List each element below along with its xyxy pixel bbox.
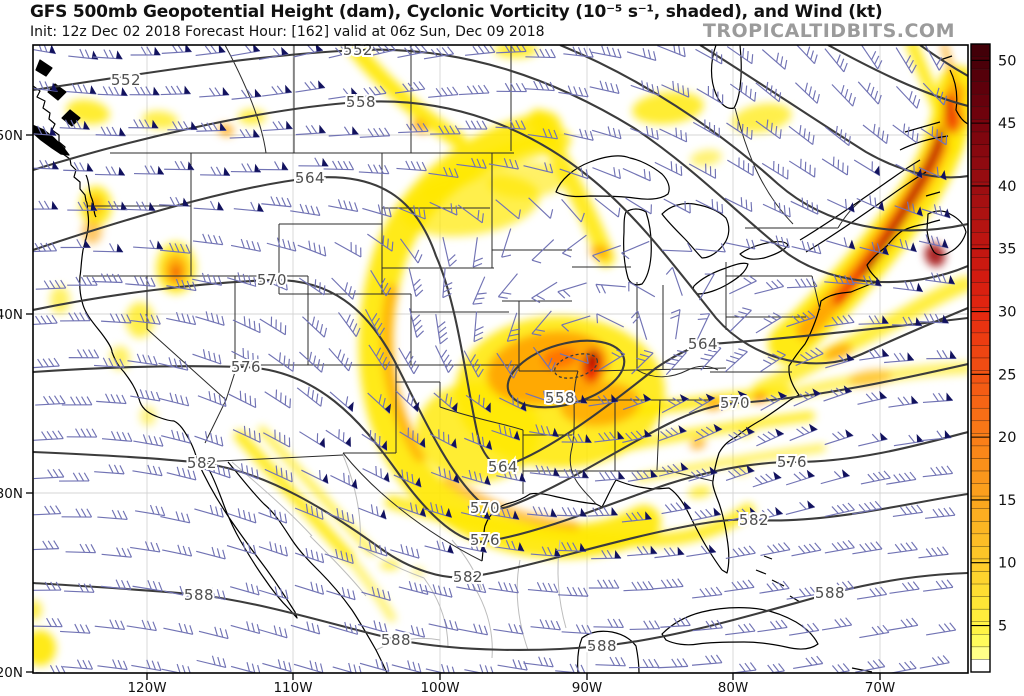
lon-tick-label: 120W (127, 680, 166, 696)
contour-label: 582 (739, 511, 769, 529)
contour-label: 582 (453, 568, 483, 586)
contour-label: 564 (688, 335, 718, 353)
lat-tick-label: 30N (0, 486, 23, 502)
colorbar-tick-label: 20 (998, 430, 1016, 446)
map-frame (32, 44, 969, 674)
contour-label: 576 (777, 453, 807, 471)
contour-label: 558 (346, 93, 376, 111)
chart-title: GFS 500mb Geopotential Height (dam), Cyc… (30, 2, 883, 22)
colorbar: 50 45 40 35 30 25 20 15 10 5 (970, 43, 1016, 673)
chart-subtitle: Init: 12z Dec 02 2018 Forecast Hour: [16… (30, 24, 545, 40)
contour-label: 576 (231, 358, 261, 376)
contour-labels: 552 552 558 564 570 576 582 588 558 564 570 576 582 5… (109, 39, 847, 657)
contour-label: 564 (488, 458, 518, 476)
colorbar-tick-label: 40 (998, 179, 1016, 195)
lat-tick-label: 50N (0, 128, 23, 144)
watermark: TROPICALTIDBITS.COM (702, 20, 955, 42)
colorbar-tick-label: 30 (998, 305, 1016, 321)
colorbar-tick-label: 10 (998, 556, 1016, 572)
contour-label: 570 (257, 271, 287, 289)
axis-labels: 50N 40N 30N 20N 120W 110W 100W 90W 80W 70W (0, 128, 895, 696)
height-contours (33, 45, 968, 651)
graticule (33, 45, 968, 673)
colorbar-tick-label: 25 (998, 367, 1016, 383)
contour-label: 588 (587, 637, 617, 655)
contour-label: 570 (470, 499, 500, 517)
lon-tick-label: 70W (865, 680, 896, 696)
lon-tick-label: 100W (420, 680, 459, 696)
contour-label: 558 (545, 389, 575, 407)
wind-barbs (33, 45, 957, 673)
colorbar-tick-label: 50 (998, 53, 1016, 69)
contour-label: 588 (184, 586, 214, 604)
contour-label: 564 (295, 169, 325, 187)
lat-tick-label: 40N (0, 307, 23, 323)
colorbar-tick-label: 45 (998, 116, 1016, 132)
contour-label: 552 (343, 41, 373, 59)
lat-tick-label: 20N (0, 665, 23, 681)
lon-tick-label: 110W (273, 680, 312, 696)
contour-label: 552 (111, 71, 141, 89)
colorbar-tick-label: 35 (998, 242, 1016, 258)
contour-label: 582 (187, 454, 217, 472)
contour-label: 570 (720, 394, 750, 412)
colorbar-tick-label: 15 (998, 493, 1016, 509)
contour-label: 588 (815, 584, 845, 602)
colorbar-tick-label: 5 (998, 619, 1007, 635)
vorticity-shading (33, 45, 968, 666)
lon-tick-label: 90W (572, 680, 603, 696)
contour-label: 588 (381, 631, 411, 649)
contour-label: 576 (470, 531, 500, 549)
lon-tick-label: 80W (718, 680, 749, 696)
